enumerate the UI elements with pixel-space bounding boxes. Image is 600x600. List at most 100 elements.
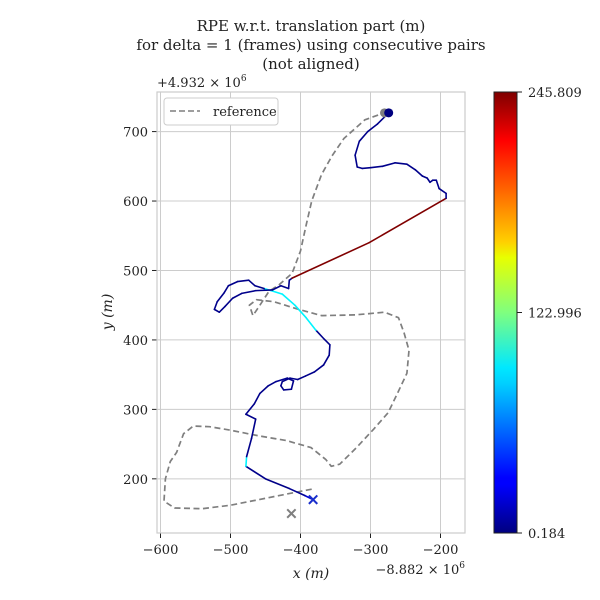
rpe-trajectory-segment <box>368 197 447 244</box>
y-tick-label: 300 <box>123 403 148 418</box>
rpe-trajectory-segment <box>361 166 372 170</box>
rpe-trajectory-segment <box>289 377 299 381</box>
x-tick-label: −200 <box>423 543 459 558</box>
rpe-trajectory-segment <box>254 284 265 290</box>
rpe-trajectory-segment <box>280 284 290 290</box>
colorbar-tick-label: 122.996 <box>528 307 582 322</box>
rpe-trajectory-segment <box>294 304 307 319</box>
rpe-trajectory-segment <box>435 179 440 190</box>
rpe-trajectory-segment <box>381 162 396 168</box>
rpe-trajectory-segment <box>250 418 257 440</box>
rpe-end-marker <box>308 494 319 505</box>
rpe-trajectory-segment <box>414 168 424 177</box>
end-marker-stroke <box>286 508 297 519</box>
rpe-trajectory-segment <box>366 123 379 133</box>
rpe-trajectory-segment <box>406 163 417 171</box>
x-axis-label: x (m) <box>293 566 330 582</box>
rpe-trajectory-segment <box>218 305 226 313</box>
rpe-trajectory-segment <box>356 166 363 170</box>
rpe-trajectory-segment <box>305 316 317 332</box>
y-tick-label: 700 <box>123 126 148 141</box>
rpe-trajectory-segment <box>247 279 256 287</box>
rpe-trajectory-segment <box>281 293 296 307</box>
rpe-trajectory-segment <box>245 437 253 458</box>
rpe-trajectory-segment <box>223 284 230 294</box>
x-tick-label: −500 <box>213 543 249 558</box>
rpe-trajectory-segment <box>438 187 447 195</box>
x-offset-label: −8.882 × 106 <box>375 561 465 578</box>
rpe-trajectory-segment <box>280 384 285 391</box>
rpe-trajectory-segment <box>245 413 257 420</box>
colorbar-ticks: 0.184 122.996 245.809 <box>517 86 582 542</box>
rpe-trajectory-segment <box>213 300 218 311</box>
reference-end-marker <box>286 508 297 519</box>
rpe-trajectory-segment <box>288 487 306 497</box>
y-offset-label: +4.932 × 106 <box>157 74 247 91</box>
y-tick-label: 400 <box>123 334 148 349</box>
rpe-trajectory-segment <box>323 338 331 346</box>
rpe-trajectory-segment <box>304 371 316 377</box>
x-tick-label: −300 <box>353 543 389 558</box>
rpe-trajectory-segment <box>227 280 239 287</box>
plot-frame <box>156 91 466 534</box>
legend-box <box>163 97 279 126</box>
rpe-trajectory-segment <box>394 162 408 166</box>
rpe-trajectory-segment <box>358 130 369 143</box>
rpe-trajectory-segment <box>245 403 256 416</box>
chart-title-line-1: RPE w.r.t. translation part (m) <box>197 17 426 35</box>
x-tick-label: −600 <box>143 543 179 558</box>
y-tick-label: 600 <box>123 195 148 210</box>
rpe-trajectory-segment <box>328 343 331 357</box>
colorbar-tick-label: 245.809 <box>528 86 582 101</box>
rpe-trajectory-segment <box>253 392 261 405</box>
rpe-trajectory-segment <box>313 364 325 373</box>
y-axis-ticks: 200 300 400 500 600 700 <box>123 126 157 488</box>
colorbar-tick-label: 0.184 <box>528 527 565 542</box>
rpe-trajectory-segment <box>322 354 331 366</box>
rpe-trajectory-segment <box>354 140 361 156</box>
y-tick-label: 500 <box>123 264 148 279</box>
rpe-trajectory-segment <box>271 284 282 291</box>
rpe-trajectory-segment <box>354 154 359 168</box>
rpe-trajectory-segment <box>245 465 267 480</box>
rpe-trajectory-segment <box>270 289 284 295</box>
rpe-trajectory-segment <box>282 388 293 391</box>
legend-label-reference: reference <box>213 105 277 120</box>
x-tick-label: −400 <box>283 543 319 558</box>
rpe-trajectory-segment <box>287 279 291 290</box>
rpe-trajectory-segment <box>216 291 225 303</box>
y-axis-label: y (m) <box>100 294 116 332</box>
x-axis-ticks: −600 −500 −400 −300 −200 <box>143 533 459 558</box>
rpe-trajectory-segment <box>259 384 270 395</box>
reference-trajectory-line <box>163 111 410 510</box>
chart-title-line-2: for delta = 1 (frames) using consecutive… <box>136 36 485 54</box>
y-tick-label: 200 <box>123 473 148 488</box>
rpe-trajectory-segment <box>236 279 250 283</box>
rpe-trajectory-segment <box>224 297 234 308</box>
rpe-trajectory-segment <box>213 308 221 313</box>
rpe-trajectory-segment <box>315 329 326 341</box>
rpe-trajectory-segment <box>290 380 295 391</box>
rpe-trajectory-segment <box>264 478 291 490</box>
series-markers <box>286 108 394 519</box>
rpe-trajectory-segment <box>296 375 307 381</box>
rpe-trajectory-segment <box>369 165 384 169</box>
chart-title-line-3: (not aligned) <box>262 55 359 73</box>
rpe-trajectory-segment <box>267 380 277 387</box>
rpe-trajectory-segment <box>254 289 274 292</box>
rpe-start-marker <box>384 108 394 118</box>
rpe-trajectory-segment <box>421 175 429 179</box>
grid <box>157 92 465 533</box>
colorbar: 0.184 122.996 245.809 <box>493 86 582 542</box>
rpe-trajectory-segment <box>240 289 257 295</box>
end-marker-stroke <box>308 494 319 505</box>
rpe-trajectory-segment <box>426 177 431 184</box>
legend: reference <box>163 97 279 126</box>
rpe-trajectory-segment <box>231 292 243 300</box>
rpe-trajectory-segment <box>245 455 248 468</box>
plot-series <box>163 111 447 510</box>
colorbar-gradient <box>493 91 518 534</box>
rpe-trajectory-segment <box>275 377 289 383</box>
rpe-trajectory-segment <box>291 241 370 279</box>
